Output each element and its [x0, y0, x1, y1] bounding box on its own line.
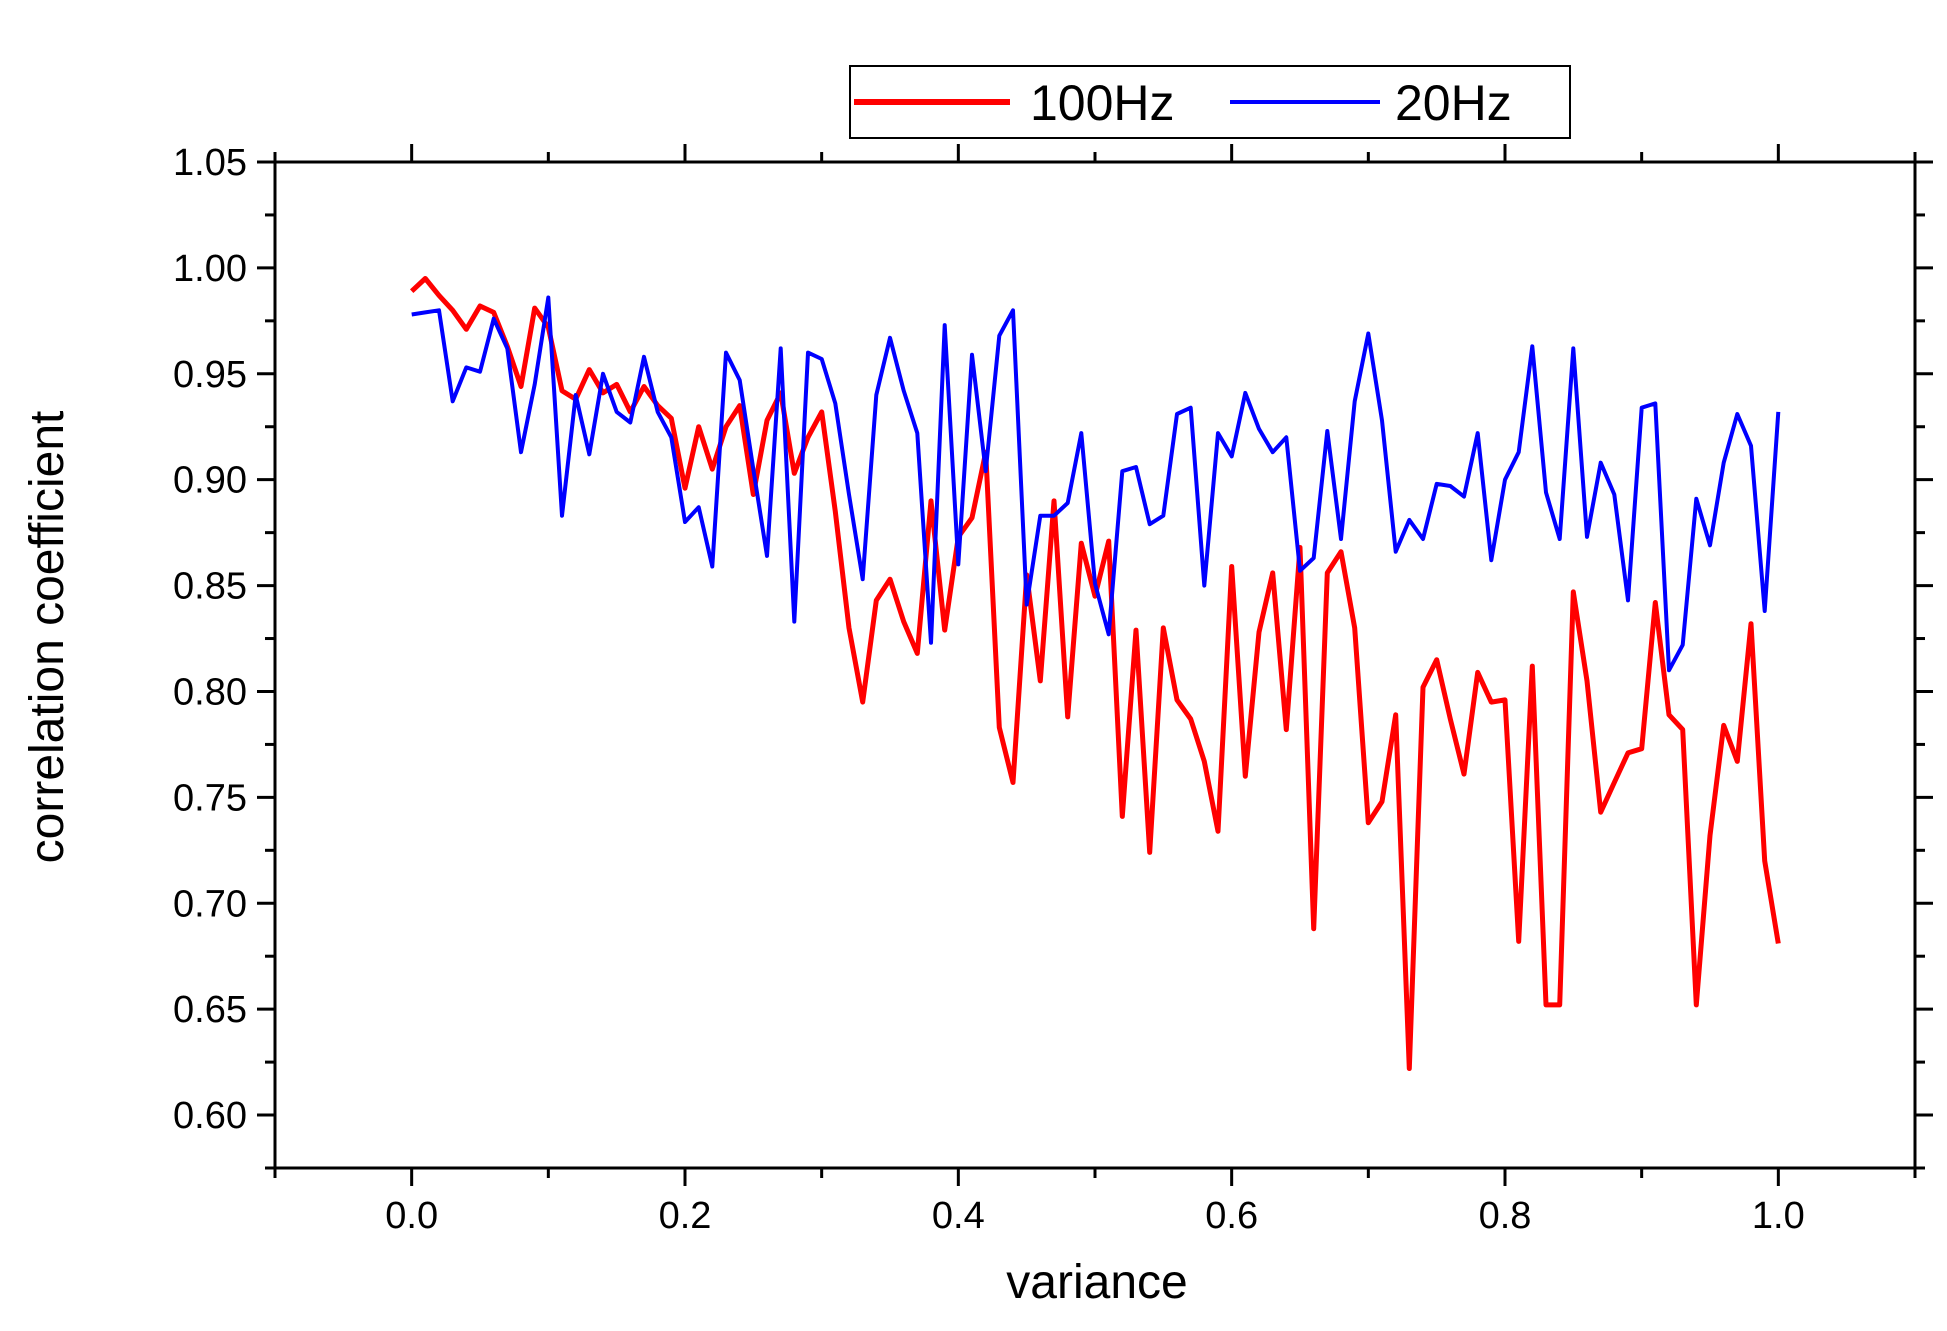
- y-tick-label: 0.70: [173, 883, 247, 925]
- y-tick-label: 0.65: [173, 989, 247, 1031]
- y-tick-label: 1.05: [173, 142, 247, 184]
- series-layer: [409, 276, 1781, 1071]
- x-tick-label: 0.0: [385, 1195, 438, 1237]
- x-tick-label: 0.6: [1205, 1195, 1258, 1237]
- y-tick-label: 1.00: [173, 248, 247, 290]
- y-tick-label: 0.90: [173, 460, 247, 502]
- x-axis-title: variance: [1006, 1256, 1187, 1309]
- x-tick-label: 1.0: [1752, 1195, 1805, 1237]
- legend: 100Hz 20Hz: [849, 65, 1571, 139]
- y-axis: 0.60 0.65 0.70 0.75 0.80 0.85 0.90 0.95 1.00 1.05: [173, 142, 1933, 1170]
- legend-label-20hz: 20Hz: [1395, 75, 1512, 131]
- y-tick-label: 0.60: [173, 1095, 247, 1137]
- x-tick-label: 0.4: [932, 1195, 985, 1237]
- series-line-20hz: [411, 295, 1781, 673]
- y-tick-label: 0.85: [173, 566, 247, 608]
- y-tick-label: 0.95: [173, 354, 247, 396]
- y-tick-label: 0.75: [173, 777, 247, 819]
- x-tick-label: 0.2: [659, 1195, 712, 1237]
- x-tick-label: 0.8: [1479, 1195, 1532, 1237]
- x-axis: 0.0 0.2 0.4 0.6 0.8 1.0: [273, 144, 1917, 1237]
- legend-label-100hz: 100Hz: [1030, 75, 1175, 131]
- y-axis-title: correlation coefficient: [21, 411, 74, 864]
- y-tick-label: 0.80: [173, 671, 247, 713]
- series-line-100hz: [409, 276, 1781, 1071]
